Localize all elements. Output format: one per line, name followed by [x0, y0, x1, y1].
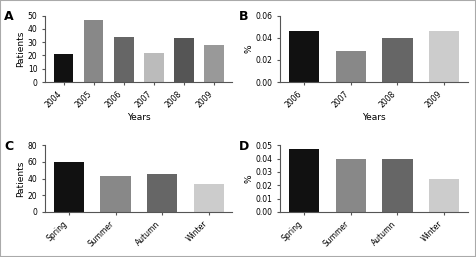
Bar — [54, 54, 73, 82]
Bar — [194, 183, 224, 212]
Bar — [429, 179, 459, 212]
Bar — [382, 38, 413, 82]
Y-axis label: Patients: Patients — [16, 160, 25, 197]
Bar — [144, 53, 164, 82]
Bar — [289, 149, 319, 212]
Bar — [204, 45, 224, 82]
Text: B: B — [239, 10, 249, 23]
Bar — [114, 37, 134, 82]
Text: D: D — [239, 140, 249, 153]
Text: A: A — [4, 10, 14, 23]
Bar — [147, 175, 177, 212]
Bar — [429, 31, 459, 82]
X-axis label: Years: Years — [362, 113, 386, 122]
Bar — [54, 162, 84, 212]
Y-axis label: Patients: Patients — [16, 31, 25, 67]
Bar — [174, 38, 194, 82]
Y-axis label: %: % — [244, 44, 253, 53]
Text: C: C — [4, 140, 13, 153]
X-axis label: Years: Years — [127, 113, 150, 122]
Bar — [84, 20, 103, 82]
Bar — [289, 31, 319, 82]
Bar — [336, 51, 366, 82]
Y-axis label: %: % — [244, 174, 253, 183]
Bar — [100, 176, 131, 212]
Bar — [382, 159, 413, 212]
Bar — [336, 159, 366, 212]
